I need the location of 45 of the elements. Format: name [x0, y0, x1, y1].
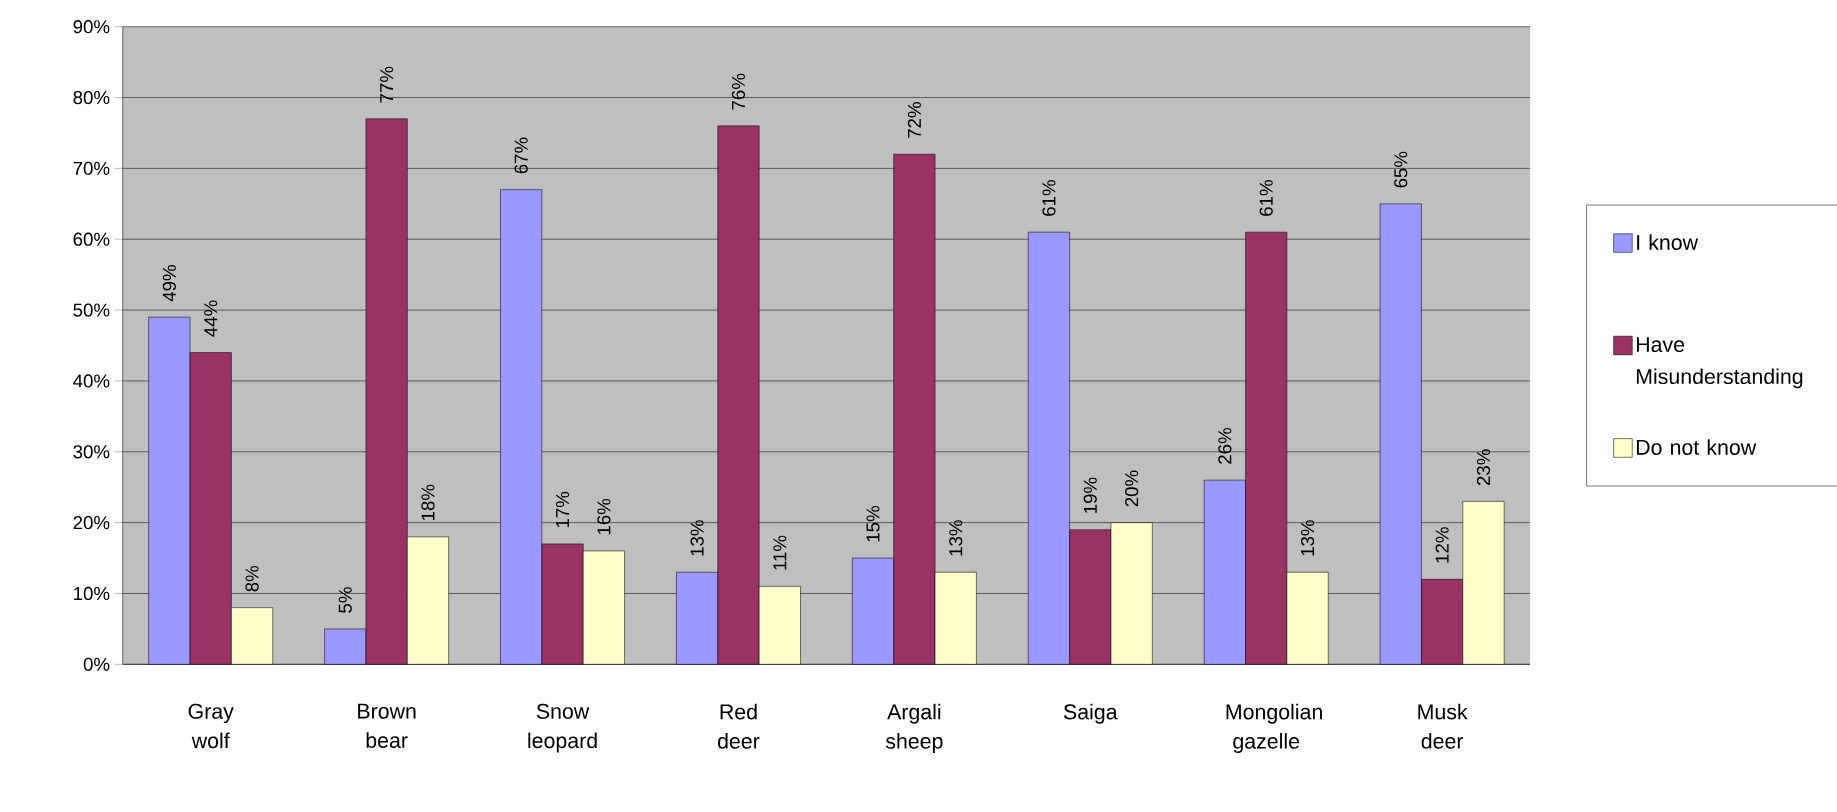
data-label: 23% [1476, 449, 1491, 485]
y-tick-label: 50% [73, 303, 110, 317]
y-tick-label: 80% [73, 90, 110, 104]
data-label: 15% [866, 505, 880, 542]
data-label: 11% [773, 535, 787, 570]
data-label: 20% [1125, 470, 1139, 507]
y-tick-label: 30% [73, 444, 110, 459]
legend-label: Have Misunderstanding [1636, 336, 1803, 389]
data-label: 61% [1259, 179, 1273, 216]
data-label: 19% [1083, 477, 1097, 513]
data-label: 26% [1218, 427, 1232, 464]
y-tick-label: 90% [73, 19, 110, 34]
data-label: 8% [245, 565, 259, 592]
legend-label: I know [1637, 234, 1699, 250]
data-label: 12% [1435, 527, 1449, 563]
x-tick-label: Gray wolf [188, 703, 234, 748]
y-tick-label: 40% [73, 374, 110, 388]
y-tick-label: 70% [73, 161, 110, 175]
data-label: 13% [1300, 519, 1315, 556]
x-tick-label: Musk deer [1418, 703, 1468, 749]
y-tick-label: 0% [83, 657, 110, 671]
legend-label: Do not know [1636, 439, 1757, 455]
x-tick-label: Argali sheep [885, 703, 943, 753]
data-label: 61% [1042, 179, 1056, 216]
data-label: 5% [338, 587, 352, 613]
x-tick-label: Mongolian gazelle [1226, 703, 1322, 753]
data-label: 67% [514, 137, 528, 174]
data-label: 77% [380, 66, 394, 103]
data-label: 18% [421, 484, 435, 520]
data-label: 17% [555, 491, 570, 527]
y-tick-label: 20% [73, 515, 110, 530]
data-label: 72% [907, 101, 921, 138]
y-tick-label: 10% [74, 586, 110, 600]
data-label: 44% [204, 300, 218, 337]
data-label: 65% [1394, 151, 1408, 188]
x-tick-label: Snow leopard [528, 703, 597, 753]
x-tick-label: Red deer [717, 703, 760, 749]
data-label: 13% [690, 519, 704, 556]
data-label: 76% [731, 73, 746, 110]
data-label: 49% [162, 264, 176, 302]
y-tick-label: 60% [73, 232, 110, 246]
data-label: 13% [949, 519, 963, 556]
x-tick-label: Brown bear [358, 703, 416, 748]
x-tick-label: Saiga [1063, 703, 1118, 724]
data-label: 16% [597, 498, 611, 534]
